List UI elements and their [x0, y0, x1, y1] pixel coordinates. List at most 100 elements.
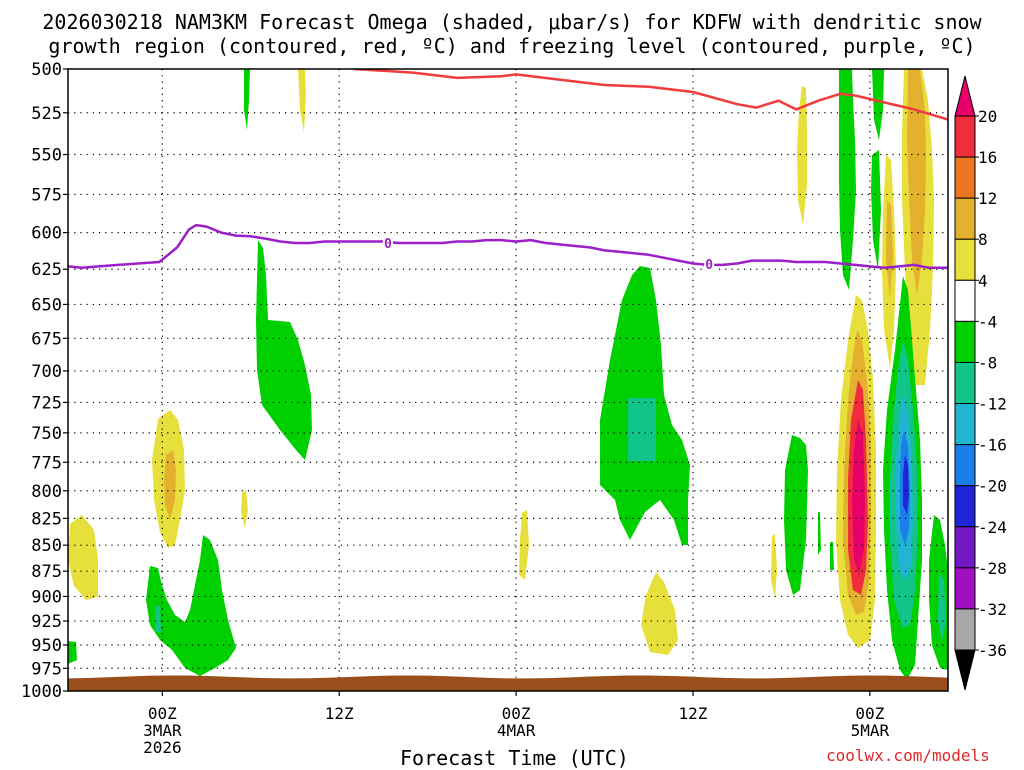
contour-label-bg: [382, 235, 393, 250]
omega-region-darkblue: [903, 455, 909, 515]
contour-layer: 00: [68, 69, 948, 273]
colorbar-label: -28: [978, 559, 1007, 578]
x-tick-label: 00Z: [855, 704, 884, 723]
chart-title-line1: 2026030218 NAM3KM Forecast Omega (shaded…: [42, 10, 982, 34]
colorbar-label: 8: [978, 230, 988, 249]
y-tick-label: 575: [31, 185, 62, 205]
grid-layer: [68, 69, 948, 691]
omega-region-green: [872, 69, 884, 140]
y-tick-label: 750: [31, 424, 62, 444]
y-tick-label: 725: [31, 393, 62, 413]
x-tick-label: 12Z: [679, 704, 708, 723]
colorbar-swatch: [954, 444, 976, 487]
y-tick-label: 500: [31, 60, 62, 80]
colorbar-label: -8: [978, 353, 997, 372]
colorbar-label: -16: [978, 436, 1007, 455]
colorbar-label: -32: [978, 600, 1007, 619]
colorbar-swatch: [954, 608, 976, 651]
omega-region-yellow: [298, 69, 306, 132]
y-axis: 500 525 550 575 600 625 650 675 700 725 750 775 800 8…: [21, 60, 68, 702]
y-tick-label: 600: [31, 224, 62, 244]
y-tick-label: 975: [31, 659, 62, 679]
colorbar-label: 20: [978, 107, 997, 126]
colorbar-bottom-triangle: [954, 649, 976, 691]
y-tick-label: 775: [31, 453, 62, 473]
y-tick-label: 950: [31, 636, 62, 656]
y-tick-label: 1000: [21, 682, 62, 702]
colorbar-label: -4: [978, 312, 997, 331]
colorbar-label: 4: [978, 271, 988, 290]
omega-fill-layer: [68, 69, 948, 680]
plot-frame: [67, 68, 949, 692]
colorbar-label: -12: [978, 395, 1007, 414]
omega-region-teal: [628, 398, 656, 461]
y-tick-label: 825: [31, 509, 62, 529]
omega-region-green: [146, 535, 236, 676]
omega-region-teal: [938, 572, 946, 642]
omega-region-green: [68, 641, 77, 664]
x-tick-label: 4MAR: [497, 721, 536, 740]
y-tick-label: 550: [31, 146, 62, 166]
contour-line: [353, 69, 948, 121]
omega-region-green: [871, 150, 881, 270]
x-axis-title: Forecast Time (UTC): [400, 746, 629, 770]
omega-region-green: [256, 240, 312, 460]
colorbar-swatch: [954, 403, 976, 446]
omega-region-magenta: [852, 420, 865, 575]
x-tick-label: 3MAR: [143, 721, 182, 740]
y-tick-label: 850: [31, 536, 62, 556]
omega-region-teal: [155, 606, 161, 632]
contour-label: 0: [384, 237, 392, 252]
x-tick-label: 2026: [143, 738, 182, 757]
omega-region-yellow: [641, 572, 678, 655]
omega-region-orange: [907, 69, 926, 295]
y-tick-label: 700: [31, 362, 62, 382]
colorbar-label: -24: [978, 518, 1007, 537]
colorbar-swatch: [954, 361, 976, 405]
credit-link[interactable]: coolwx.com/models: [826, 746, 990, 765]
colorbar-swatch: [954, 279, 976, 322]
y-tick-label: 900: [31, 587, 62, 607]
colorbar-top-triangle: [954, 75, 976, 117]
colorbar-swatch: [954, 320, 976, 363]
y-tick-label: 800: [31, 482, 62, 502]
contour-label: 0: [705, 258, 713, 273]
omega-region-yellow: [797, 86, 807, 225]
x-tick-label: 5MAR: [851, 721, 890, 740]
chart-title-line2: growth region (contoured, red, ºC) and f…: [48, 34, 976, 58]
contour-line: [68, 223, 948, 270]
colorbar-swatch: [954, 526, 976, 569]
y-tick-label: 875: [31, 562, 62, 582]
colorbar-label: 16: [978, 148, 997, 167]
y-tick-label: 650: [31, 295, 62, 315]
omega-region-yellow: [519, 510, 529, 580]
y-tick-label: 625: [31, 260, 62, 280]
colorbar-label: -20: [978, 477, 1007, 496]
colorbar-swatch: [954, 197, 976, 240]
omega-region-orange: [164, 450, 176, 520]
colorbar-label: 12: [978, 189, 997, 208]
omega-region-green: [830, 542, 834, 570]
omega-region-green: [244, 69, 250, 130]
colorbar-label: -36: [978, 641, 1007, 660]
colorbar-swatch: [954, 567, 976, 610]
y-tick-label: 925: [31, 612, 62, 632]
colorbar-swatch: [954, 238, 976, 281]
colorbar-swatch: [954, 485, 976, 528]
y-tick-label: 675: [31, 329, 62, 349]
omega-region-green: [784, 435, 808, 595]
colorbar-swatch: [954, 115, 976, 158]
omega-region-yellow: [771, 534, 777, 598]
contour-label-bg: [704, 256, 715, 271]
colorbar-swatch: [954, 156, 976, 199]
x-tick-label: 12Z: [325, 704, 354, 723]
omega-region-yellow: [68, 515, 98, 600]
x-tick-label: 00Z: [148, 704, 177, 723]
ground-layer: [68, 675, 948, 691]
x-tick-label: 00Z: [502, 704, 531, 723]
omega-region-orange: [886, 200, 893, 300]
omega-region-green: [839, 69, 856, 290]
colorbar: 20 16 12 8 4 -4 -8 -12 -16 -20 -24 -28 -32 -36: [954, 75, 1007, 691]
